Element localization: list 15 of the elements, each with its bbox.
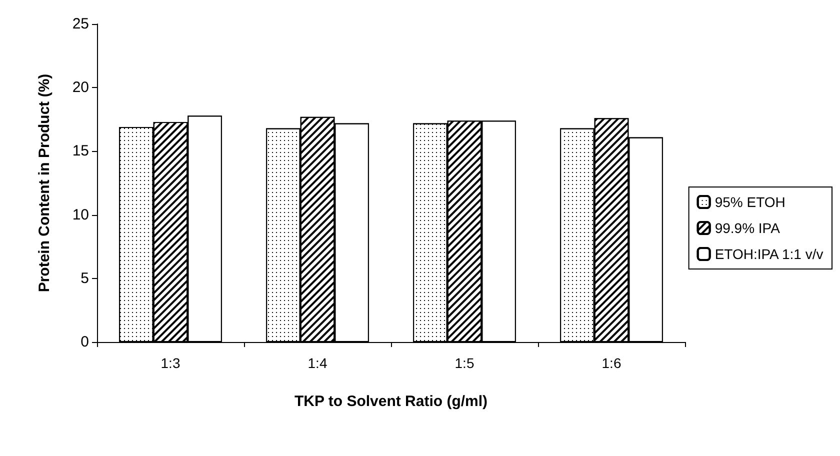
x-tick-label: 1:6 — [602, 355, 622, 371]
legend-label: ETOH:IPA 1:1 v/v — [714, 246, 824, 262]
x-tick-label: 1:3 — [160, 355, 180, 371]
y-tick-label: 20 — [72, 79, 89, 96]
y-tick-label: 0 — [80, 334, 89, 350]
legend-label: 99.9% IPA — [714, 220, 781, 236]
y-axis-title: Protein Content in Product (%) — [36, 74, 53, 292]
x-axis-title: TKP to Solvent Ratio (g/ml) — [294, 393, 488, 410]
x-tick-label: 1:5 — [454, 355, 474, 371]
y-tick-label: 25 — [72, 16, 89, 32]
y-tick-label: 10 — [72, 206, 89, 224]
y-tick-label: 15 — [72, 142, 89, 160]
legend-label: 95% ETOH — [714, 194, 786, 210]
x-tick-label: 1:4 — [308, 355, 328, 371]
y-tick-label: 5 — [80, 270, 89, 287]
